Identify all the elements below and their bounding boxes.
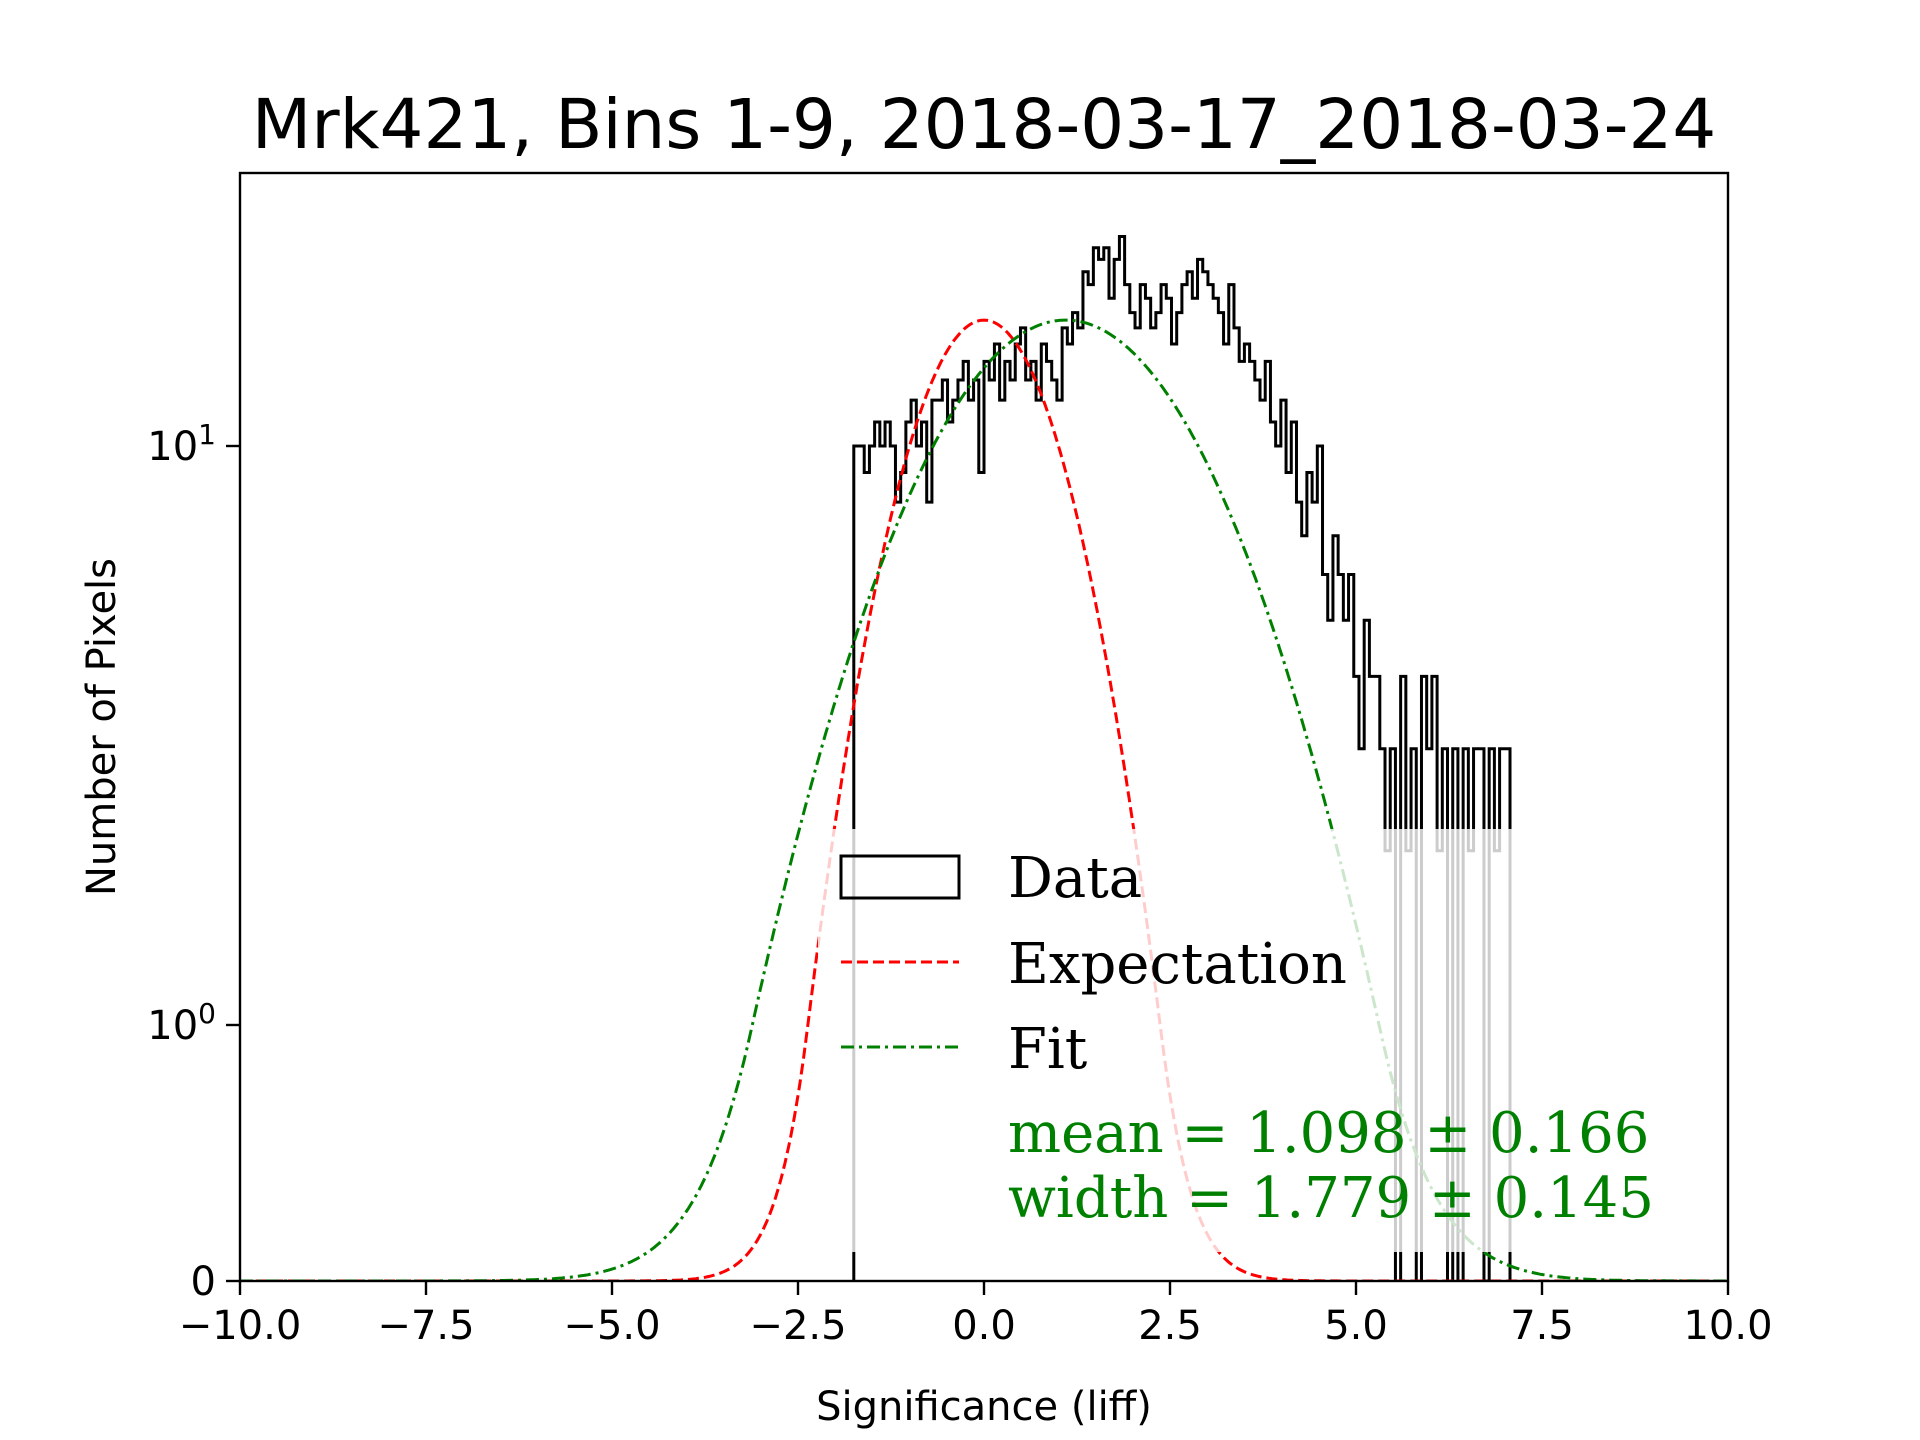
x-tick-label: −5.0: [563, 1303, 660, 1349]
x-tick-label: −7.5: [377, 1303, 474, 1349]
annotation-width: width = 1.779 ± 0.145: [1008, 1166, 1654, 1231]
x-tick-label: 10.0: [1683, 1303, 1772, 1349]
y-tick-label: 0: [191, 1259, 216, 1305]
x-tick-label: −10.0: [179, 1303, 302, 1349]
y-tick-label: 101: [147, 418, 216, 470]
x-tick-label: 0.0: [952, 1303, 1016, 1349]
x-tick-label: 2.5: [1138, 1303, 1202, 1349]
y-axis: 0 100 101: [147, 418, 240, 1305]
y-tick-label: 100: [147, 997, 216, 1049]
legend-label-fit: Fit: [1008, 1017, 1088, 1082]
legend-data-handle: [839, 854, 961, 900]
annotation-mean: mean = 1.098 ± 0.166: [1008, 1101, 1649, 1166]
legend: Data Expectation Fit mean = 1.098 ± 0.16…: [818, 829, 1721, 1252]
legend-background: [818, 829, 1721, 1252]
y-axis-label: Number of Pixels: [79, 558, 125, 896]
x-axis-label: Significance (liff): [816, 1384, 1152, 1430]
x-axis: −10.0 −7.5 −5.0 −2.5 0.0 2.5 5.0 7.5 10.0: [179, 1281, 1773, 1349]
x-tick-label: 7.5: [1510, 1303, 1574, 1349]
chart-title: Mrk421, Bins 1-9, 2018-03-17_2018-03-24: [252, 85, 1717, 165]
x-tick-label: 5.0: [1324, 1303, 1388, 1349]
expectation-curve: [240, 318, 1728, 1281]
legend-label-expectation: Expectation: [1008, 932, 1347, 997]
legend-label-data: Data: [1008, 846, 1142, 911]
x-tick-label: −2.5: [749, 1303, 846, 1349]
